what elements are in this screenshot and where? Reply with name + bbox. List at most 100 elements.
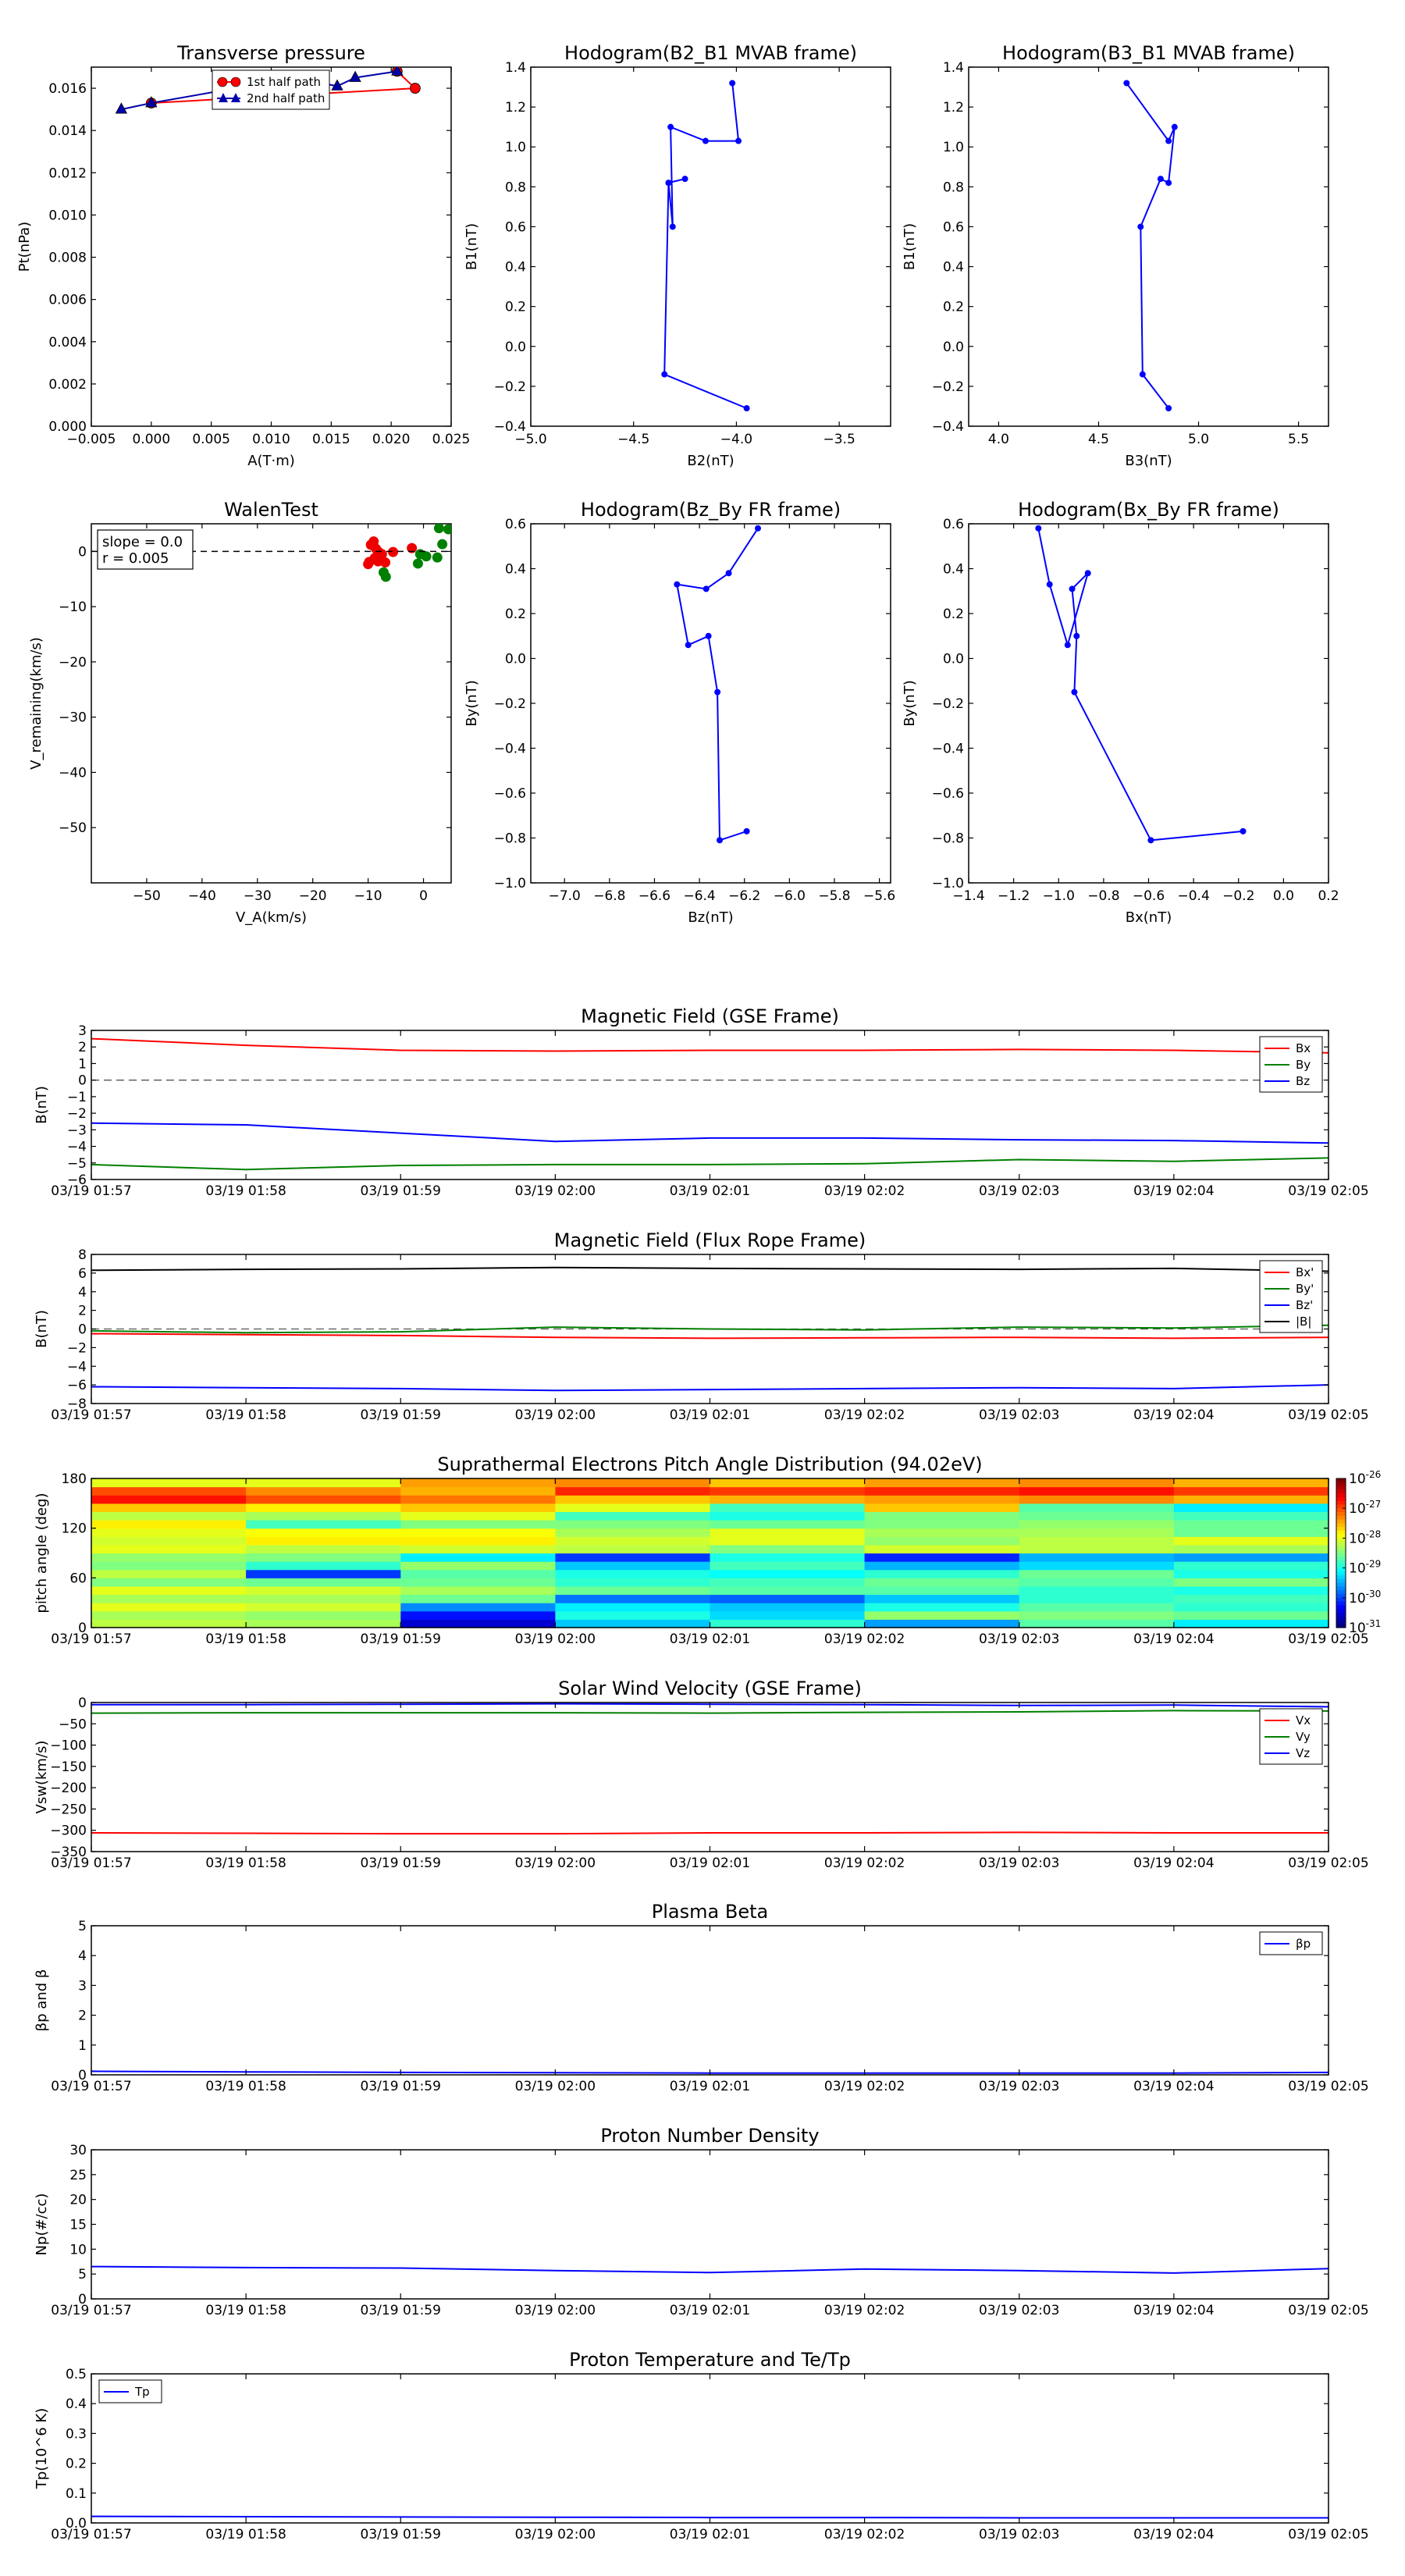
heatmap-cell [91, 1561, 247, 1571]
y-tick-label: −0.8 [932, 831, 964, 847]
heatmap-cell [91, 1544, 247, 1554]
x-axis-label: Bz(nT) [688, 909, 733, 926]
data-point [1165, 137, 1172, 144]
y-tick-label: 0 [78, 1695, 87, 1711]
heatmap-cell [1173, 1544, 1329, 1554]
heatmap-cell [864, 1610, 1020, 1620]
x-tick-label: 03/19 02:04 [1133, 2079, 1214, 2094]
x-tick-label: 03/19 02:05 [1288, 1631, 1368, 1647]
chart-title: Magnetic Field (Flux Rope Frame) [554, 1229, 866, 1251]
y-tick-label: 0.012 [48, 165, 87, 181]
data-point [1046, 581, 1053, 588]
x-tick-label: 03/19 02:01 [670, 2303, 750, 2318]
heatmap-cell [1173, 1594, 1329, 1603]
heatmap-cell [246, 1610, 401, 1620]
chart-bgse: Magnetic Field (GSE Frame) −6−5−4 −3−2−101… [34, 1005, 1369, 1199]
heatmap-cell [555, 1495, 711, 1504]
heatmap-cell [1173, 1528, 1329, 1537]
heatmap-cell [1019, 1520, 1175, 1529]
chart-tp: Proton Temperature and Te/Tp 0.0 0.1 0.2 0.3… [34, 2349, 1369, 2542]
heatmap-cell [864, 1569, 1020, 1578]
y-tick-label: 1.4 [943, 60, 964, 76]
heatmap-cell [1173, 1520, 1329, 1529]
y-tick-label: 0 [78, 2292, 87, 2307]
heatmap-cell [864, 1553, 1020, 1562]
heatmap-cell [710, 1528, 866, 1537]
y-axis-label: Pt(nPa) [16, 222, 33, 272]
chart-title: Hodogram(B3_B1 MVAB frame) [1002, 42, 1295, 64]
x-tick-label: 03/19 01:59 [361, 1183, 441, 1199]
annotation-text: slope = 0.0 [102, 534, 183, 550]
colorbar-tick-label: 10-31 [1349, 1618, 1381, 1636]
x-tick-label: 03/19 01:58 [205, 1183, 286, 1199]
legend-entry: By' [1296, 1282, 1314, 1296]
y-axis-label: V_remaining(km/s) [28, 637, 44, 770]
heatmap-cell [710, 1520, 866, 1529]
heatmap-cell [1173, 1511, 1329, 1521]
heatmap-cell [91, 1478, 247, 1488]
y-tick-label: 0.010 [48, 208, 87, 223]
legend: Bx By Bz [1259, 1036, 1323, 1093]
heatmap-cell [1019, 1544, 1175, 1554]
annotation-box: slope = 0.0r = 0.005 [97, 529, 194, 570]
x-tick-label: 03/19 02:01 [670, 1183, 750, 1199]
y-tick-label: −30 [59, 710, 87, 726]
y-axis-label: Tp(10^6 K) [34, 2408, 50, 2489]
y-tick-label: 120 [62, 1521, 87, 1537]
y-tick-label: 2 [78, 1304, 87, 1319]
y-tick-label: −2 [67, 1106, 87, 1122]
y-tick-label: 5 [78, 2267, 87, 2282]
x-tick-label: 03/19 01:59 [361, 2527, 441, 2542]
x-tick-label: 03/19 02:03 [979, 1856, 1059, 1871]
x-tick-label: 03/19 01:58 [205, 1631, 286, 1647]
data-point [702, 585, 710, 592]
y-tick-label: 0.0 [505, 652, 526, 667]
y-tick-label: 6 [78, 1266, 87, 1282]
heatmap-cell [400, 1511, 556, 1521]
x-tick-label: −6.0 [774, 888, 806, 904]
x-tick-label: 0.010 [252, 432, 290, 447]
y-tick-label: 0 [78, 2068, 87, 2083]
heatmap-cell [710, 1569, 866, 1578]
heatmap-cell [555, 1536, 711, 1546]
heatmap-cell [555, 1544, 711, 1554]
y-tick-label: 0.6 [943, 219, 964, 235]
heatmap-cell [91, 1520, 247, 1529]
legend-entry: 1st half path [247, 75, 321, 89]
data-point [331, 79, 343, 91]
y-tick-label: 0.1 [66, 2486, 87, 2502]
legend: βp [1259, 1931, 1323, 1955]
heatmap-cell [1173, 1569, 1329, 1578]
x-tick-label: 03/19 01:58 [205, 2079, 286, 2094]
heatmap-cell [400, 1603, 556, 1612]
heatmap-cell [1019, 1578, 1175, 1587]
heatmap-cell [555, 1553, 711, 1562]
x-tick-label: 03/19 02:05 [1288, 1407, 1368, 1423]
y-tick-label: 0 [78, 1322, 87, 1338]
heatmap-cell [1173, 1486, 1329, 1496]
data-point [669, 223, 676, 230]
x-tick-label: 03/19 02:02 [824, 2527, 905, 2542]
heatmap-cell [864, 1503, 1020, 1512]
x-tick-label: 0.025 [432, 432, 471, 447]
y-tick-label: 0.008 [48, 251, 87, 266]
heatmap-cell [555, 1610, 711, 1620]
x-tick-label: 03/19 02:01 [670, 2527, 750, 2542]
heatmap-cell [400, 1495, 556, 1504]
data-point [412, 558, 423, 569]
data-point [1084, 570, 1091, 577]
heatmap-cell [400, 1503, 556, 1512]
heatmap-cell [400, 1578, 556, 1587]
x-tick-label: 03/19 02:02 [824, 1183, 905, 1199]
data-point [1171, 123, 1178, 130]
y-tick-label: 0.6 [943, 517, 964, 532]
heatmap-cell [864, 1594, 1020, 1603]
heatmap-cell [246, 1553, 401, 1562]
heatmap-cell [710, 1594, 866, 1603]
heatmap-cell [710, 1553, 866, 1562]
heatmap-cell [246, 1511, 401, 1521]
data-point [349, 70, 361, 82]
chart-walen: WalenTest −50 −40 −30 −20 −10 0 −50 −40 −30 −20 −10… [28, 499, 452, 926]
heatmap-cell [400, 1486, 556, 1496]
y-tick-label: 0 [78, 1621, 87, 1636]
